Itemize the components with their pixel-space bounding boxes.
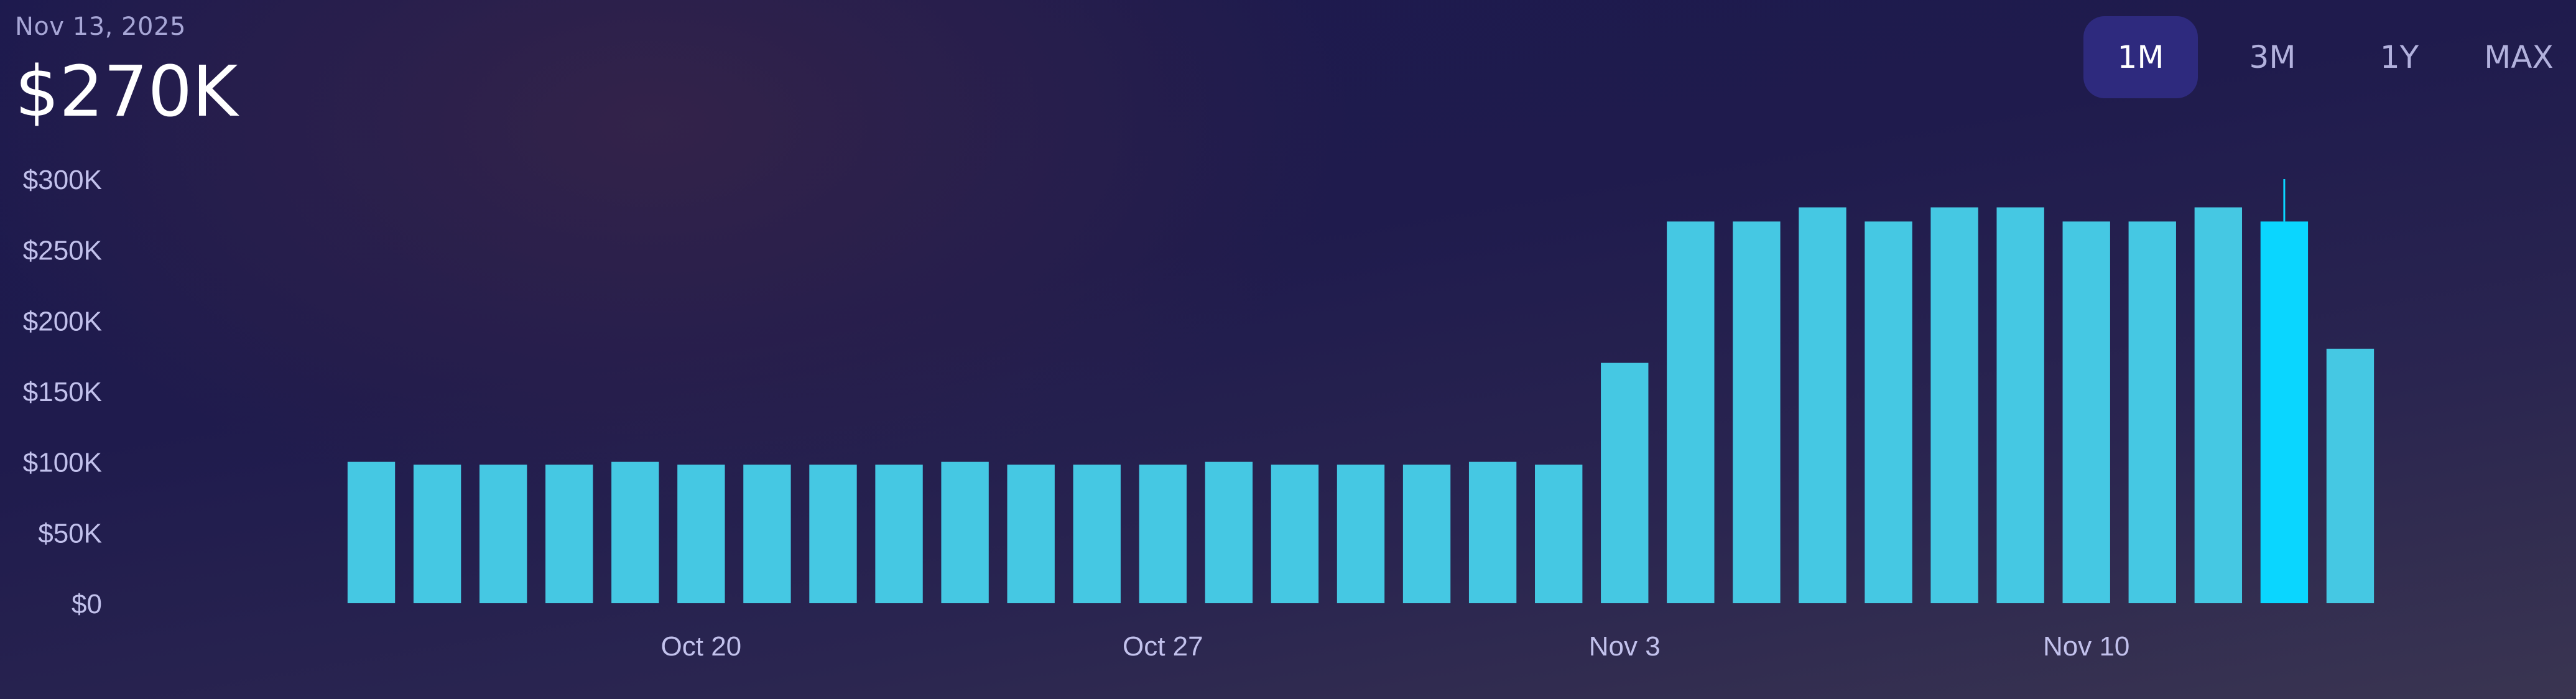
x-tick-label: Oct 20 [661, 631, 742, 662]
range-tab-3m[interactable]: 3M [2249, 39, 2296, 75]
range-tab-1m[interactable]: 1M [2083, 16, 2198, 98]
range-selector: 1M 3M 1Y MAX [2066, 16, 2576, 98]
bar[interactable] [2194, 207, 2243, 603]
bar[interactable] [2128, 221, 2176, 603]
selected-date: Nov 13, 2025 [15, 12, 186, 41]
bar[interactable] [1073, 465, 1121, 603]
bar[interactable] [413, 465, 461, 603]
y-tick-label: $50K [38, 518, 102, 549]
range-tab-1y[interactable]: 1Y [2379, 39, 2419, 75]
bar[interactable] [611, 461, 659, 603]
bar[interactable] [1535, 465, 1583, 603]
bar-selected[interactable] [2260, 221, 2309, 603]
y-tick-label: $300K [23, 165, 102, 195]
bar[interactable] [1139, 465, 1187, 603]
bar[interactable] [1402, 465, 1451, 603]
bar[interactable] [809, 465, 857, 603]
y-tick-label: $150K [23, 377, 102, 407]
bar[interactable] [1271, 465, 1319, 603]
range-tab-max[interactable]: MAX [2484, 39, 2554, 75]
bar[interactable] [347, 461, 396, 603]
bar[interactable] [2326, 348, 2374, 603]
bar[interactable] [1007, 465, 1055, 603]
bar[interactable] [677, 465, 725, 603]
bar[interactable] [1337, 465, 1385, 603]
bar[interactable] [1930, 207, 1978, 603]
bar[interactable] [1865, 221, 1912, 603]
bar[interactable] [1205, 461, 1253, 603]
selected-value: $270K [15, 52, 238, 132]
y-tick-label: $0 [72, 589, 102, 619]
bar[interactable] [1733, 221, 1781, 603]
bar[interactable] [479, 465, 527, 603]
x-tick-label: Oct 27 [1123, 631, 1203, 662]
bar[interactable] [1601, 363, 1649, 603]
bar[interactable] [875, 465, 923, 603]
bar[interactable] [1667, 221, 1715, 603]
y-tick-label: $250K [23, 236, 102, 266]
x-tick-label: Nov 10 [2043, 631, 2129, 662]
bar[interactable] [1468, 461, 1517, 603]
y-tick-label: $100K [23, 448, 102, 478]
bar[interactable] [1799, 207, 1846, 603]
x-tick-label: Nov 3 [1589, 631, 1661, 662]
y-tick-label: $200K [23, 306, 102, 336]
bar[interactable] [2062, 221, 2110, 603]
bar[interactable] [545, 465, 593, 603]
bar[interactable] [1996, 207, 2044, 603]
bar[interactable] [743, 465, 791, 603]
bar[interactable] [941, 461, 989, 603]
